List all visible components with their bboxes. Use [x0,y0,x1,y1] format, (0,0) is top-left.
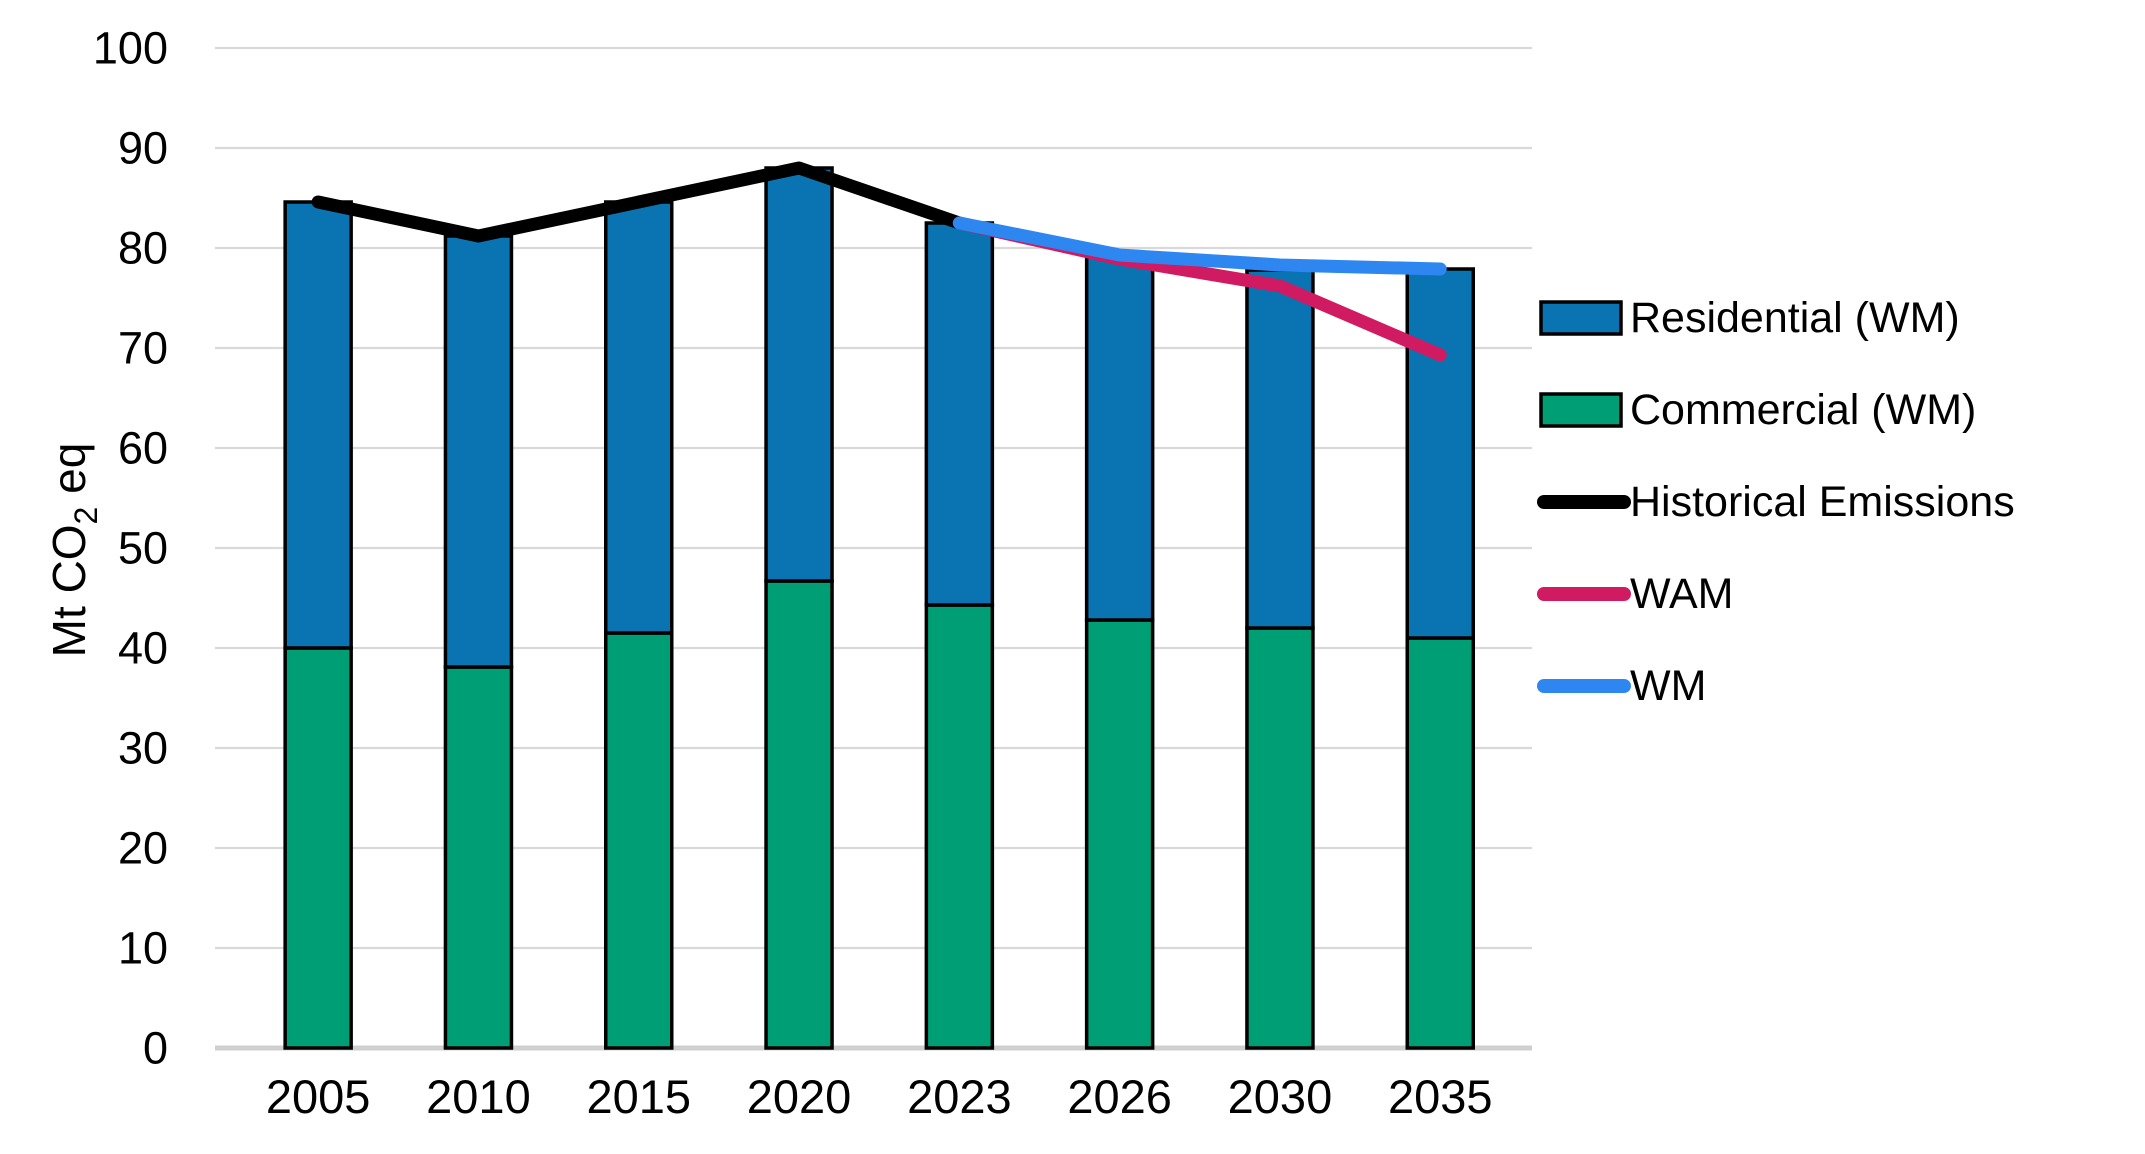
legend-swatch-commercial-wm [1539,392,1623,428]
legend-label-historical-emissions: Historical Emissions [1630,478,2015,526]
legend-swatch-residential-wm [1539,300,1623,336]
bar-residential-wm-2026 [1084,254,1155,622]
x-tick-2020: 2020 [747,1070,852,1123]
bar-commercial-wm-2020 [764,579,834,1050]
bar-residential-wm-2015 [604,200,674,635]
line-historical-emissions [311,161,966,243]
data-lines [311,161,1447,362]
y-tick-50: 50 [118,523,168,574]
legend-label-wam: WAM [1630,570,1734,618]
x-tick-2010: 2010 [426,1070,531,1123]
legend-label-commercial-wm: Commercial (WM) [1630,386,1976,434]
y-tick-30: 30 [118,723,168,774]
y-tick-60: 60 [118,423,168,474]
y-tick-100: 100 [93,23,168,74]
y-tick-40: 40 [118,623,168,674]
bar-commercial-wm-2023 [924,603,995,1050]
line-wm [952,216,1447,276]
bar-commercial-wm-2010 [443,665,514,1050]
bar-commercial-wm-2005 [283,646,353,1050]
bar-residential-wm-2020 [764,166,834,583]
bar-residential-wm-2005 [283,200,353,650]
legend-item-wam: WAM [1537,570,1734,618]
legend: Residential (WM) Commercial (WM) Historica… [1537,294,2015,710]
legend-label-wm: WM [1630,662,1706,710]
y-tick-20: 20 [118,823,168,874]
y-axis-title: Mt CO2 eq [43,443,104,658]
bar-commercial-wm-2030 [1245,626,1315,1050]
legend-item-wm: WM [1537,662,1706,710]
x-tick-2035: 2035 [1388,1070,1493,1123]
legend-item-residential-wm: Residential (WM) [1539,294,1960,342]
legend-item-commercial-wm: Commercial (WM) [1539,386,1976,434]
y-tick-70: 70 [118,323,168,374]
y-tick-0: 0 [143,1023,168,1074]
bar-commercial-wm-2035 [1405,636,1475,1050]
x-tick-2030: 2030 [1228,1070,1333,1123]
bar-residential-wm-2023 [924,221,995,607]
bar-residential-wm-2030 [1245,268,1315,630]
y-tick-80: 80 [118,223,168,274]
legend-item-historical-emissions: Historical Emissions [1537,478,2015,526]
x-tick-2005: 2005 [266,1070,371,1123]
x-tick-2023: 2023 [907,1070,1012,1123]
x-tick-2026: 2026 [1067,1070,1172,1123]
bar-residential-wm-2010 [443,234,514,669]
bar-residential-wm-2035 [1405,267,1475,640]
x-axis-tick-labels: 2005 2010 2015 2020 2023 2026 2030 2035 [266,1070,1493,1123]
bar-commercial-wm-2015 [604,631,674,1050]
y-tick-10: 10 [118,923,168,974]
y-tick-90: 90 [118,123,168,174]
stacked-bars [283,166,1475,1050]
bar-commercial-wm-2026 [1084,618,1155,1050]
x-tick-2015: 2015 [586,1070,691,1123]
legend-label-residential-wm: Residential (WM) [1630,294,1960,342]
y-axis-tick-labels: 0 10 20 30 40 50 60 70 80 90 100 [93,23,168,1074]
